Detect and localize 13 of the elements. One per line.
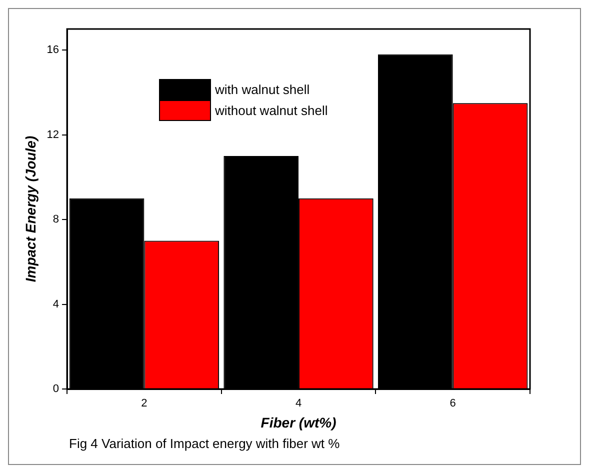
x-tick-label: 6 xyxy=(450,398,456,410)
legend-label: with walnut shell xyxy=(215,82,310,97)
y-tick-label: 4 xyxy=(52,298,60,310)
y-tick-label: 8 xyxy=(52,214,60,226)
x-tick-label: 2 xyxy=(141,398,148,410)
y-tick-label: 16 xyxy=(46,44,60,56)
legend-label: without walnut shell xyxy=(215,103,328,118)
x-tick-label: 4 xyxy=(295,398,302,410)
y-tick-label: 0 xyxy=(52,383,60,396)
x-axis-title: Fiber (wt%) xyxy=(260,414,337,430)
y-tick-label: 12 xyxy=(46,128,60,141)
y-axis-title: Impact Energy (Joule) xyxy=(22,136,38,282)
caption: Fig 4 Variation of Impact energy with fiber wt % xyxy=(69,436,340,451)
